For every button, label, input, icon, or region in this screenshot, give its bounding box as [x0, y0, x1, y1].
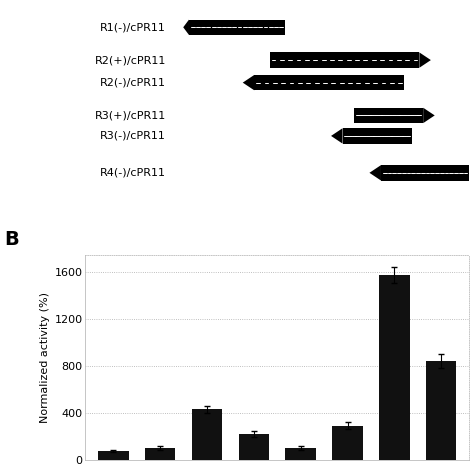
Polygon shape — [423, 108, 435, 123]
Text: R2(-)/cPR11: R2(-)/cPR11 — [100, 78, 166, 88]
Bar — [379, 275, 410, 460]
Bar — [285, 448, 316, 460]
Text: B: B — [5, 230, 19, 249]
Bar — [145, 448, 175, 460]
Bar — [426, 361, 456, 460]
Bar — [332, 426, 363, 460]
Bar — [270, 53, 419, 68]
Bar — [343, 128, 411, 144]
Polygon shape — [243, 75, 254, 91]
Polygon shape — [419, 53, 431, 68]
Text: R1(-)/cPR11: R1(-)/cPR11 — [100, 22, 166, 32]
Text: R3(+)/cPR11: R3(+)/cPR11 — [95, 110, 166, 120]
Polygon shape — [331, 128, 343, 144]
Text: R3(-)/cPR11: R3(-)/cPR11 — [100, 131, 166, 141]
Bar — [254, 75, 404, 91]
Text: R4(-)/cPR11: R4(-)/cPR11 — [100, 168, 166, 178]
Bar — [381, 165, 469, 181]
Y-axis label: Normalized activity (%): Normalized activity (%) — [40, 292, 50, 423]
Bar — [354, 108, 423, 123]
Polygon shape — [369, 165, 381, 181]
Bar — [192, 410, 222, 460]
Polygon shape — [183, 19, 189, 35]
Text: R2(+)/cPR11: R2(+)/cPR11 — [95, 55, 166, 65]
Bar — [189, 19, 285, 35]
Bar — [239, 434, 269, 460]
Bar — [98, 451, 128, 460]
